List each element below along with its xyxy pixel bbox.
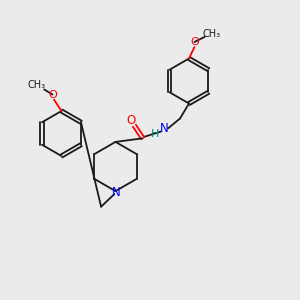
Text: N: N xyxy=(160,122,169,135)
Text: N: N xyxy=(112,185,121,199)
Text: CH₃: CH₃ xyxy=(28,80,46,90)
Text: H: H xyxy=(151,129,160,139)
Text: CH₃: CH₃ xyxy=(202,29,220,39)
Text: O: O xyxy=(190,37,199,47)
Text: O: O xyxy=(48,89,57,100)
Text: O: O xyxy=(127,114,136,128)
